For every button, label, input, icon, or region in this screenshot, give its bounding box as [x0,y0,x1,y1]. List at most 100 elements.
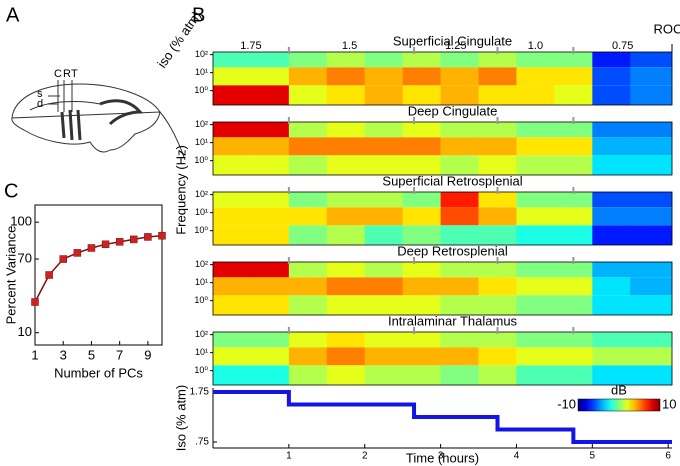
heatmap-cell [250,295,290,315]
heatmap-cell [554,85,593,105]
heatmap-cell [402,347,441,366]
heatmap-cell [478,347,517,366]
heatmap-cell [364,192,403,208]
y-tick-label: 10² [195,119,208,129]
heatmap-cell [478,225,517,245]
heatmap-cell [288,277,328,296]
heatmap-cell [592,67,631,86]
heatmap-cell [440,295,479,315]
heatmap-cell [440,122,479,138]
heatmap-cell [630,225,673,245]
heatmap-cell [440,365,479,385]
phase-label: 1.25 [445,40,466,52]
heatmap-cell [516,52,555,68]
heatmap-cell [440,225,479,245]
heatmap-cell [630,207,673,226]
heatmap-cell [630,332,673,348]
heatmap-cell [402,85,441,105]
y-tick-label: 70 [18,250,32,265]
heatmap-cell [288,207,328,226]
colorbar-label: dB [611,382,627,397]
heatmap-cell [440,207,479,226]
heatmap-cell [288,225,328,245]
point [59,255,67,263]
heatmap-cell [516,295,555,315]
axes-frame [34,204,163,346]
panel-label: C [4,180,18,202]
x-tick-label: 5 [88,347,95,362]
y-tick-label: 10⁰ [194,295,208,305]
x-tick-label: 1 [286,451,292,462]
heatmap-cell [592,207,631,226]
panel-label: A [6,4,20,26]
heatmap-cell [630,192,673,208]
point [101,240,110,249]
heatmap-cell [554,262,593,278]
heatmap-cell [288,85,328,105]
heatmap-cell [478,52,517,68]
heatmap-cell [250,347,290,366]
y-tick-label: 10⁰ [194,365,208,375]
electrode-lines [48,80,73,112]
y-tick-label: 10² [195,259,208,269]
y-axis-label: Percent Variance [3,226,18,325]
heatmap-cell [592,137,631,156]
heatmap-cell [516,137,555,156]
electrode-track [60,109,82,141]
heatmap-cell [402,192,441,208]
heatmap-cell [478,295,517,315]
heatmap-cell [213,192,252,208]
heatmap-cell [516,155,555,175]
panel-title: Intralaminar Thalamus [388,313,518,328]
heatmap-cell [250,122,290,138]
heatmap-cell [288,52,328,68]
heatmap-cell [592,52,631,68]
heatmap-cell [213,365,252,385]
heatmap-cell [440,277,479,296]
heatmap-cell [326,137,366,156]
brain-sketch [11,80,186,161]
heatmap-cell [250,137,290,156]
heatmap-cell [213,295,252,315]
heatmap-cell [326,365,366,385]
heatmap-cell [440,85,479,105]
heatmap-cell [630,262,673,278]
heatmap-cell [592,365,631,385]
colorbar-tick-label: 10 [662,396,676,411]
heatmap-cell [516,192,555,208]
panel-frame [212,261,673,316]
heatmap-cell [326,295,366,315]
heatmap-cell [326,207,366,226]
heatmap-cell [592,332,631,348]
heatmap-cell [554,347,593,366]
y-tick-label: 10⁰ [194,155,208,165]
x-tick-label: 5 [590,451,596,462]
heatmap-cell [402,122,441,138]
heatmap-cell [402,52,441,68]
y-tick-label: 10¹ [195,67,208,77]
heatmap-cell [554,52,593,68]
panel-title: Superficial Retrosplenial [382,173,522,188]
heatmap-cell [364,52,403,68]
y-tick-label: 10¹ [195,207,208,217]
heatmap-cell [554,207,593,226]
heatmap-cell [326,122,366,138]
heatmap-cell [402,207,441,226]
heatmap-cell [288,365,328,385]
heatmap-cell [326,155,366,175]
heatmap-cell [402,155,441,175]
heatmap-cell [288,262,328,278]
heatmap-cell [440,347,479,366]
heatmap-cell [478,192,517,208]
heatmap-cell [554,332,593,348]
heatmap-cell [516,365,555,385]
x-axis-label: Number of PCs [54,365,143,380]
heatmap-cell [592,155,631,175]
heatmap-cell [213,347,252,366]
heatmap-cell [326,67,366,86]
heatmap-cell [592,277,631,296]
heatmap-cell [213,262,252,278]
heatmap-cell [288,67,328,86]
heatmap-cell [364,207,403,226]
heatmap-cell [213,85,252,105]
